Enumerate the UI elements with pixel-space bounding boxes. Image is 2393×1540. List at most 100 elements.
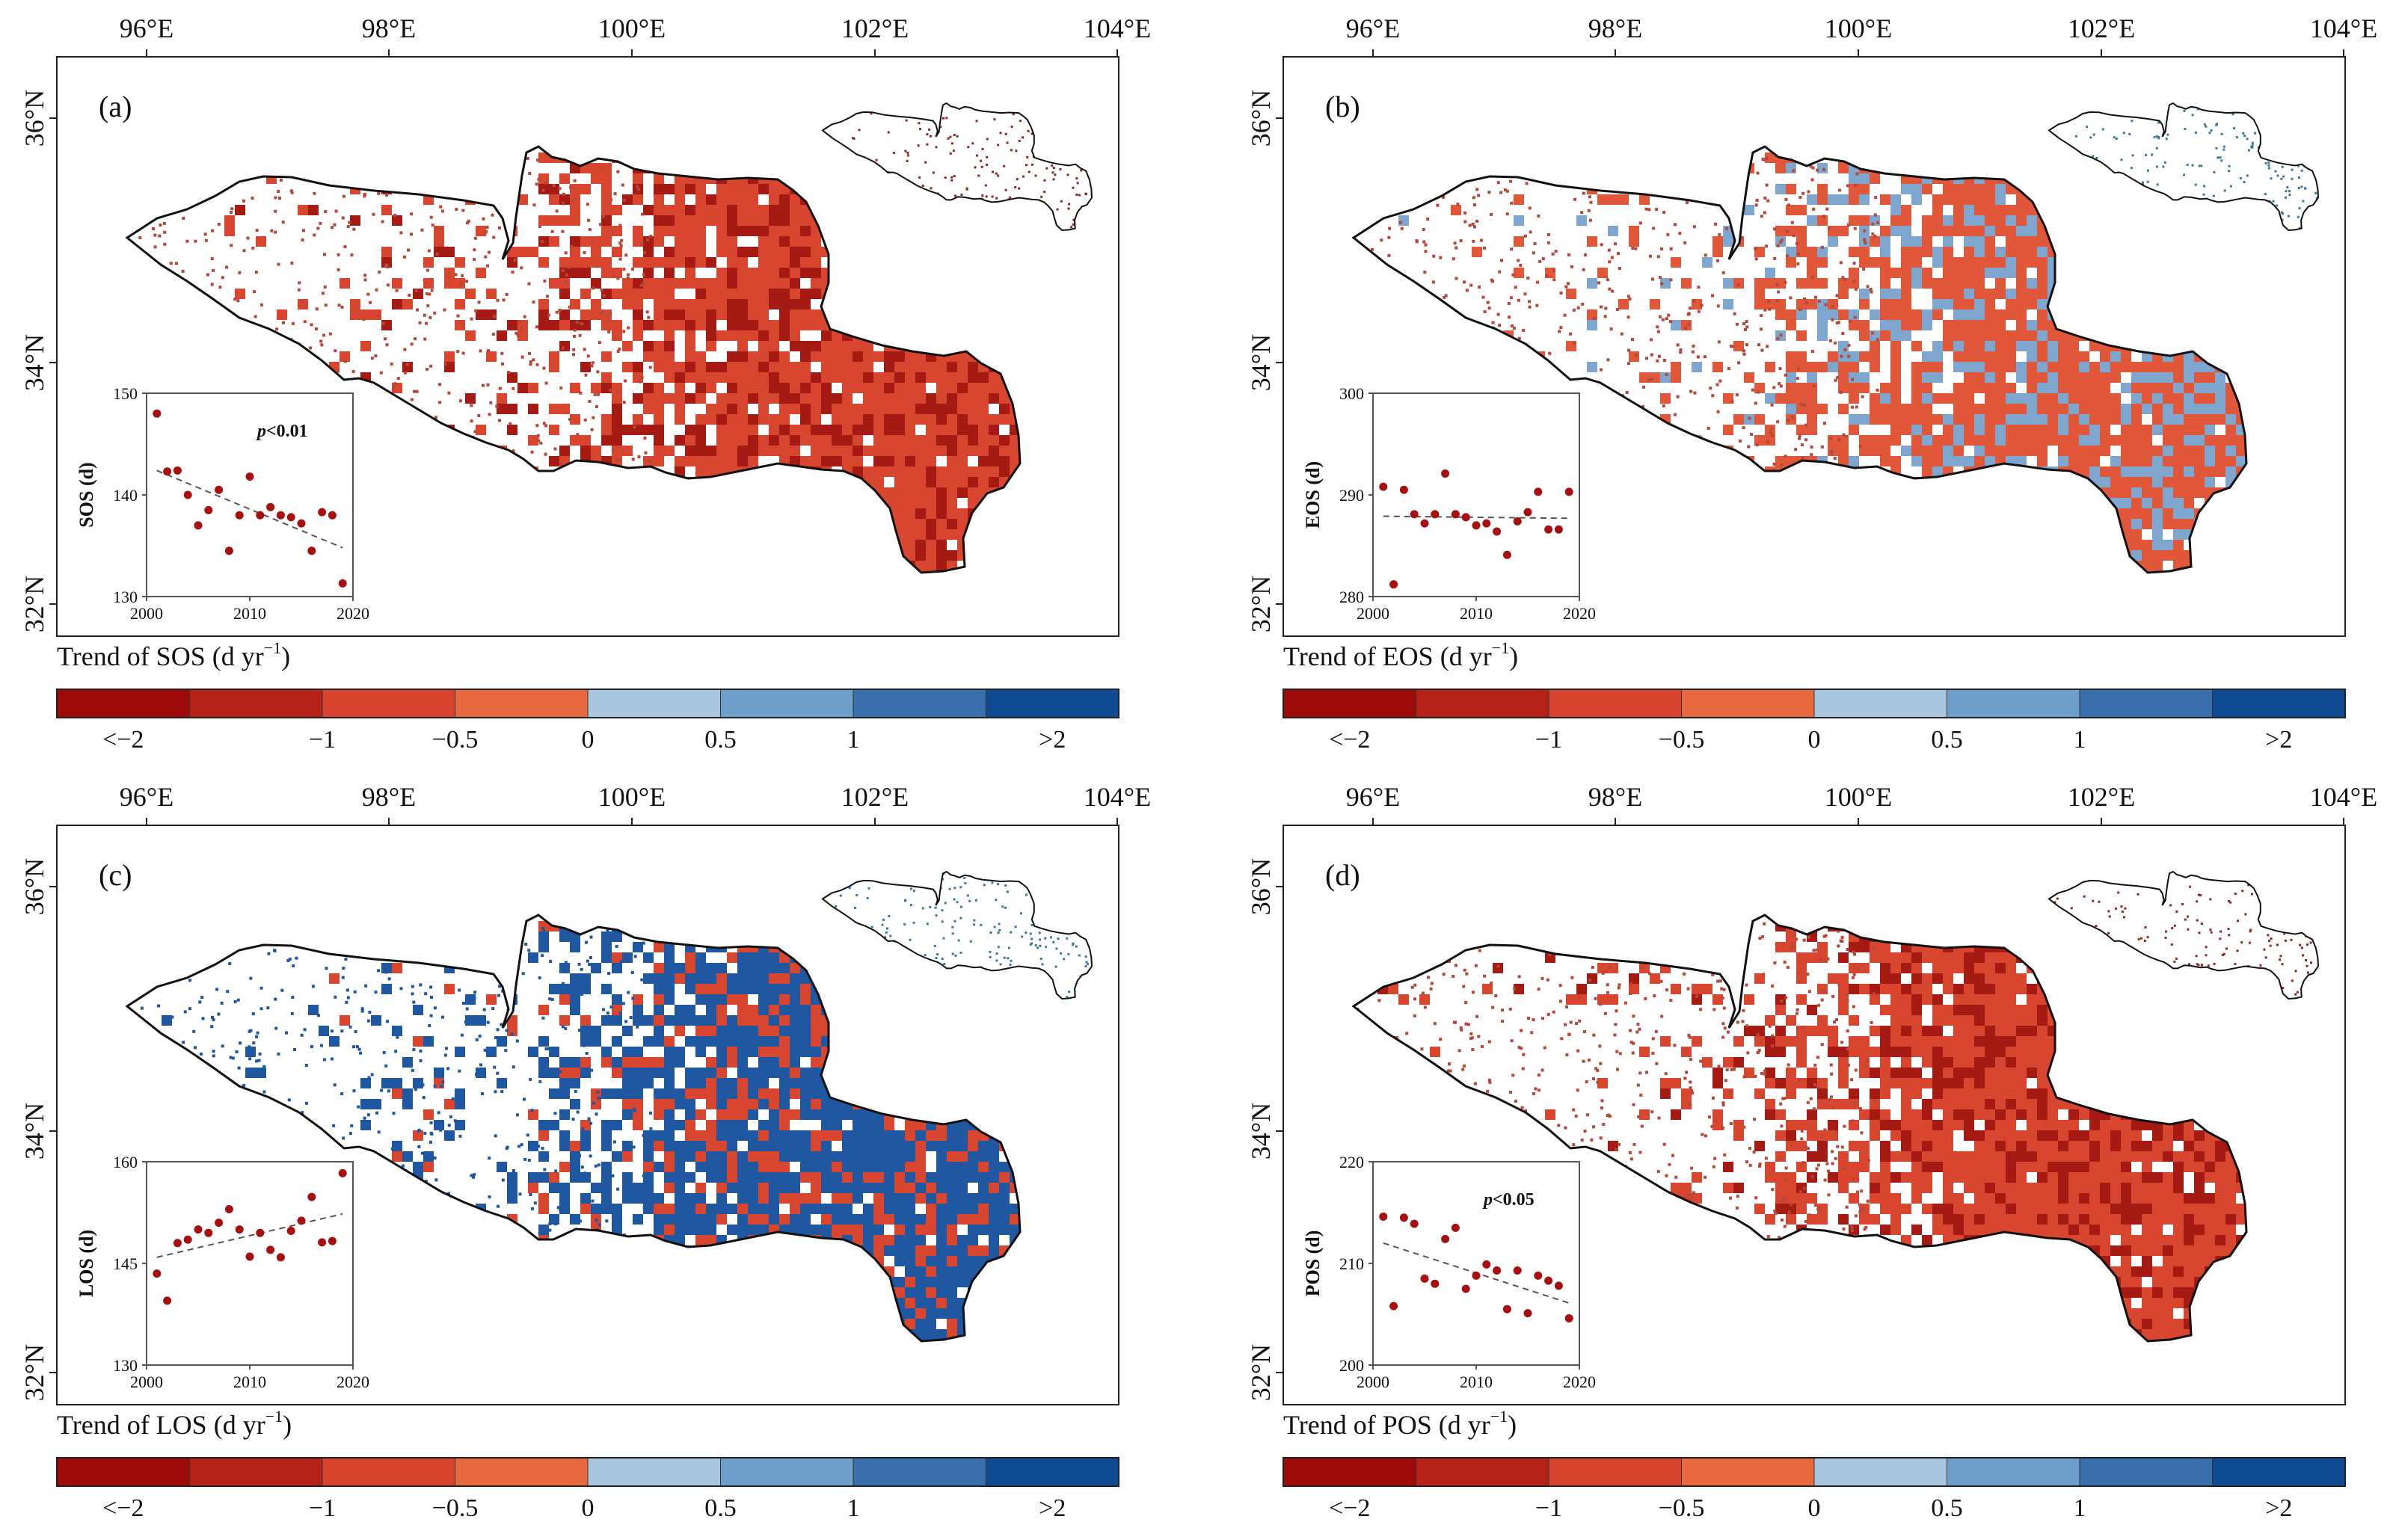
raster-cell (936, 508, 947, 519)
raster-cell (999, 425, 1010, 435)
speckle (574, 197, 577, 201)
raster-cell (769, 383, 779, 393)
raster-cell (319, 236, 329, 247)
raster-cell (1712, 226, 1723, 236)
raster-cell (340, 257, 350, 268)
mini-speckle (1030, 132, 1033, 135)
speckle (626, 276, 630, 280)
speckle (600, 312, 603, 315)
raster-cell (434, 278, 444, 289)
raster-cell (1629, 362, 1639, 372)
raster-cell (402, 194, 413, 205)
raster-cell (853, 446, 863, 456)
raster-cell (1660, 278, 1671, 289)
raster-cell (1618, 215, 1629, 226)
speckle (638, 380, 642, 384)
raster-cell (444, 226, 455, 236)
raster-cell (1430, 268, 1440, 278)
speckle (648, 459, 651, 463)
speckle (571, 353, 575, 357)
raster-cell (591, 268, 601, 278)
speckle (461, 351, 465, 355)
raster-cell (654, 268, 664, 278)
mini-speckle (953, 175, 956, 178)
raster-cell (245, 215, 256, 226)
raster-cell (1618, 330, 1629, 341)
speckle (545, 295, 549, 298)
raster-cell (402, 383, 413, 393)
raster-cell (1817, 446, 1828, 456)
speckle (467, 219, 470, 223)
speckle (350, 253, 354, 257)
raster-cell (1461, 268, 1472, 278)
raster-cell (633, 351, 643, 362)
raster-cell (1503, 226, 1514, 236)
raster-cell (559, 205, 570, 215)
speckle (410, 342, 414, 346)
speckle (578, 333, 582, 337)
raster-cell (517, 446, 528, 456)
raster-cell (1775, 194, 1786, 205)
raster-cell (1765, 226, 1775, 236)
raster-cell (308, 309, 319, 320)
raster-cell (1493, 268, 1503, 278)
raster-cell (1723, 320, 1733, 330)
mini-speckle (999, 132, 1002, 135)
speckle (174, 262, 178, 265)
raster-cell (1838, 351, 1849, 362)
speckle (611, 448, 615, 452)
speckle (363, 278, 367, 282)
speckle (579, 391, 583, 395)
raster-cell (695, 289, 706, 299)
raster-cell (402, 236, 413, 247)
raster-cell (497, 320, 507, 330)
speckle (426, 367, 429, 371)
raster-cell (1482, 215, 1493, 226)
raster-cell (1828, 404, 1838, 414)
raster-cell (706, 351, 716, 362)
raster-cell (811, 341, 821, 351)
raster-cell (591, 414, 601, 425)
speckle (333, 223, 337, 227)
raster-cell (1493, 299, 1503, 309)
raster-cell (538, 383, 549, 393)
panel-a: 96°E 98°E 100°E 102°E 104°E 36°N 34°N 32°N (a) 15… (0, 0, 1167, 759)
raster-cell (947, 404, 957, 414)
raster-cell (633, 205, 643, 215)
raster-cell (340, 320, 350, 330)
raster-cell (622, 404, 633, 414)
raster-cell (1472, 205, 1482, 215)
speckle (535, 436, 539, 440)
raster-cell (926, 466, 936, 477)
raster-cell (423, 236, 434, 247)
speckle (600, 167, 603, 170)
raster-cell (1388, 247, 1398, 257)
raster-cell (549, 173, 559, 184)
raster-cell (1555, 236, 1566, 247)
raster-cell (413, 226, 423, 236)
raster-cell (1692, 404, 1702, 414)
raster-cell (371, 330, 381, 341)
speckle (647, 315, 651, 319)
mini-speckle (930, 187, 933, 190)
raster-cell (371, 194, 381, 205)
raster-cell (695, 341, 706, 351)
raster-cell (1807, 236, 1817, 247)
raster-cell (1545, 215, 1555, 226)
raster-cell (716, 341, 727, 351)
raster-cell (1723, 299, 1733, 309)
raster-cell (1692, 236, 1702, 247)
mini-speckle (1022, 175, 1025, 178)
raster-cell (685, 466, 695, 477)
raster-cell (402, 309, 413, 320)
raster-cell (1597, 351, 1608, 362)
raster-cell (936, 487, 947, 498)
raster-cell (413, 320, 423, 330)
raster-cell (1807, 435, 1817, 446)
mini-speckle (1059, 167, 1062, 170)
speckle (370, 357, 374, 360)
raster-cell (1451, 236, 1461, 247)
raster-cell (1817, 393, 1828, 404)
raster-cell (633, 278, 643, 289)
speckle (541, 188, 545, 192)
